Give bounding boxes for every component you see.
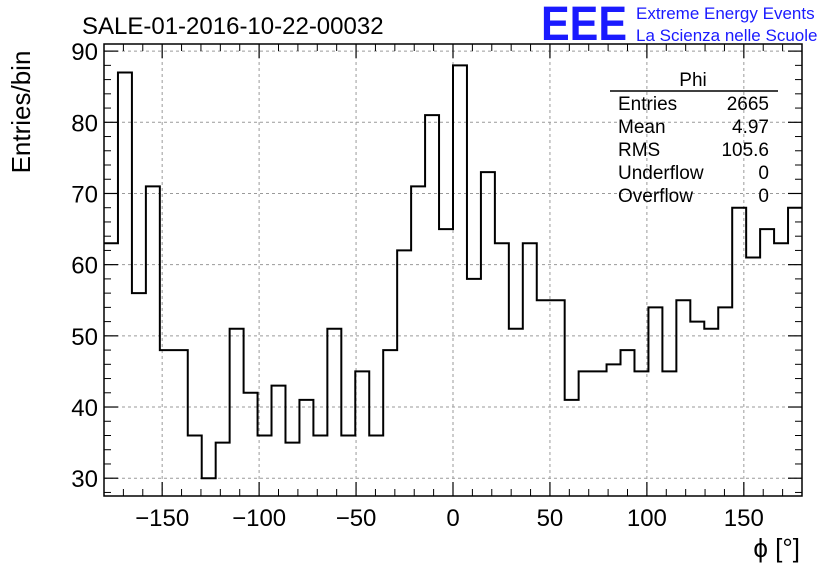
histogram-bin (258, 435, 272, 496)
histogram-bin (299, 400, 313, 496)
x-tick-label: 50 (537, 505, 564, 532)
histogram-bin (704, 329, 718, 496)
histogram-bin (495, 243, 509, 496)
stats-overflow-label: Overflow (618, 186, 693, 207)
histogram-bin (285, 443, 299, 496)
x-tick-label: 150 (724, 505, 764, 532)
stats-rms-label: RMS (618, 140, 660, 161)
histogram-bin (607, 364, 621, 496)
stats-underflow-label: Underflow (618, 163, 704, 184)
histogram-bin (690, 322, 704, 496)
histogram-bin (425, 115, 439, 496)
histogram-bin (355, 371, 369, 496)
y-tick-label: 50 (71, 324, 98, 351)
x-tick-label: −100 (232, 505, 286, 532)
histogram-bin (732, 208, 746, 496)
histogram-bin (662, 371, 676, 496)
histogram-bin (648, 307, 662, 496)
histogram-bin (188, 435, 202, 496)
x-axis-label: ϕ [°] (753, 533, 800, 563)
eee-logo: EEE Extreme Energy Events La Scienza nel… (541, 0, 817, 51)
histogram-bin (774, 243, 788, 496)
histogram-bin (746, 258, 760, 496)
histogram-bin (453, 65, 467, 496)
histogram-bin (174, 350, 188, 496)
stats-box-title: Phi (679, 70, 706, 91)
stats-entries-label: Entries (618, 94, 677, 115)
histogram-outline (104, 64, 802, 480)
x-tick-label: 100 (627, 505, 667, 532)
histogram-bin (634, 371, 648, 496)
histogram-bin (313, 435, 327, 496)
histogram-bin (397, 250, 411, 496)
histogram-bin (788, 208, 802, 496)
histogram-bin (132, 293, 146, 496)
x-axis-ticks: −150 −100 −50 0 50 100 150 (122, 44, 784, 532)
y-tick-label: 90 (71, 39, 98, 66)
histogram-bin (369, 435, 383, 496)
histogram-bin (551, 300, 565, 496)
stats-box: Phi Entries 2665 Mean 4.97 RMS 105.6 Und… (610, 70, 778, 207)
histogram-bin (202, 478, 216, 496)
histogram-bin (383, 350, 397, 496)
x-tick-label: −150 (135, 505, 189, 532)
stats-underflow-value: 0 (758, 163, 769, 184)
y-axis-label: Entries/bin (6, 51, 36, 174)
histogram-bin (411, 186, 425, 496)
histogram-bin (509, 329, 523, 496)
histogram-bin (760, 229, 774, 496)
stats-entries-value: 2665 (727, 94, 769, 115)
chart-title: SALE-01-2016-10-22-00032 (82, 13, 384, 40)
histogram-bin (593, 371, 607, 496)
histogram-bin (481, 172, 495, 496)
histogram-bin (160, 350, 174, 496)
eee-logo-mark: EEE (541, 0, 627, 51)
histogram-bin (676, 300, 690, 496)
logo-line-2: La Scienza nelle Scuole (636, 26, 817, 45)
y-tick-label: 30 (71, 466, 98, 493)
stats-overflow-value: 0 (758, 186, 769, 207)
histogram-bin (146, 186, 160, 496)
histogram-bin (439, 229, 453, 496)
histogram-bin (621, 350, 635, 496)
plot-frame (103, 43, 803, 497)
x-tick-label: 0 (446, 505, 459, 532)
histogram-bin (537, 300, 551, 496)
histogram-bin (579, 371, 593, 496)
x-tick-label: −50 (336, 505, 377, 532)
stats-mean-label: Mean (618, 117, 666, 138)
histogram-bin (327, 329, 341, 496)
histogram-bin (244, 393, 258, 496)
histogram-bin (230, 329, 244, 496)
y-tick-label: 70 (71, 181, 98, 208)
y-tick-label: 80 (71, 110, 98, 137)
histogram-bin (718, 307, 732, 496)
histogram-bin (523, 243, 537, 496)
logo-line-1: Extreme Energy Events (636, 4, 815, 23)
histogram-bin (272, 386, 286, 496)
histogram-bin (341, 435, 355, 496)
y-tick-label: 60 (71, 253, 98, 280)
histogram-bin (216, 443, 230, 496)
stats-rms-value: 105.6 (721, 140, 769, 161)
histogram-bin (118, 72, 132, 496)
y-tick-label: 40 (71, 395, 98, 422)
stats-mean-value: 4.97 (732, 117, 769, 138)
histogram-bin (565, 400, 579, 496)
y-axis-ticks: 30 40 50 60 70 80 90 (71, 39, 802, 493)
histogram-bin (467, 279, 481, 496)
histogram-bin (104, 243, 118, 496)
